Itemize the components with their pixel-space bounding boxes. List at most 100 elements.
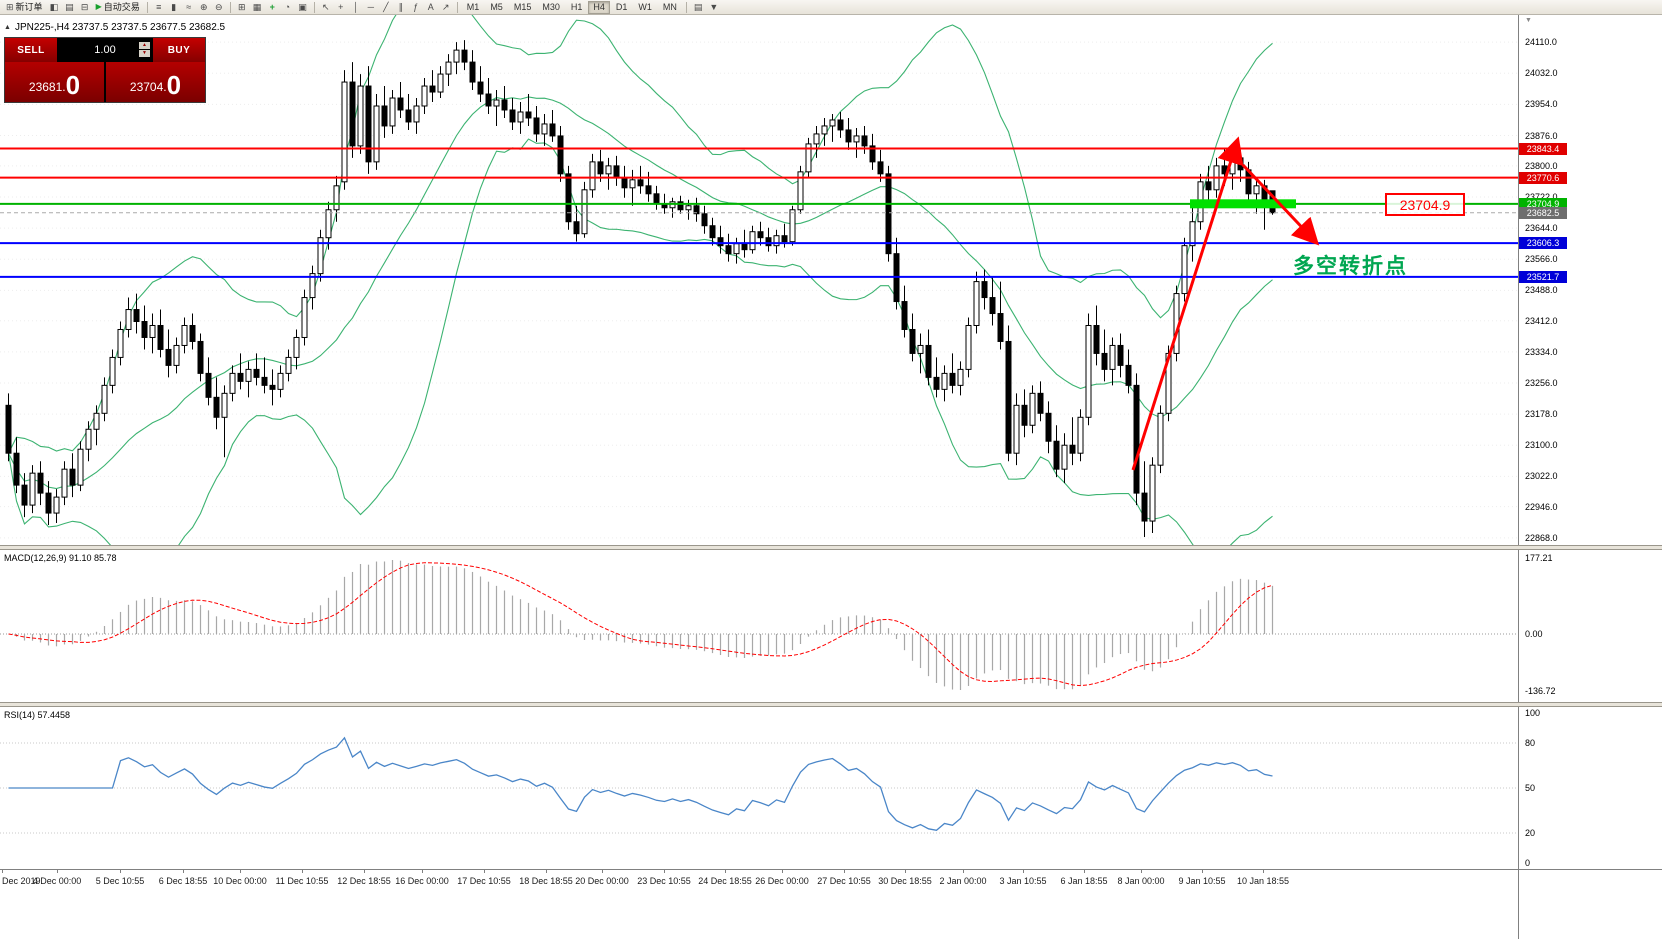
volume-down-button[interactable]: ▼: [139, 50, 150, 57]
timeframe-h4[interactable]: H4: [588, 0, 610, 14]
new-order-label: 新订单: [15, 1, 43, 12]
time-label: 27 Dec 10:55: [817, 876, 871, 886]
volume-up-button[interactable]: ▲: [139, 42, 150, 49]
dropdown-icon[interactable]: ▼: [709, 1, 719, 12]
time-label: 17 Dec 10:55: [457, 876, 511, 886]
time-tick: [57, 870, 58, 873]
time-tick: [2, 870, 3, 873]
timeframe-mn[interactable]: MN: [662, 2, 677, 12]
zoom-in-icon[interactable]: ⊕: [199, 1, 208, 12]
terminal-icon[interactable]: ⊟: [80, 1, 89, 12]
price-axis[interactable]: ▼ 177.21 0.00 -136.72 24110.0 24032.0 2395…: [1518, 15, 1662, 939]
sell-price-big: 0: [65, 70, 81, 100]
auto-trading-button[interactable]: ▶ 自动交易: [93, 1, 143, 14]
rsi-canvas[interactable]: [0, 707, 1518, 869]
macd-panel: MACD(12,26,9) 91.10 85.78: [0, 550, 1662, 702]
time-tick: [602, 870, 603, 873]
sell-button[interactable]: SELL: [5, 38, 57, 62]
text-icon[interactable]: A: [427, 1, 434, 12]
time-tick: [364, 870, 365, 873]
periods-icon[interactable]: ◔: [284, 1, 290, 12]
vertical-line-icon[interactable]: │: [352, 1, 359, 12]
timeframe-h1[interactable]: H1: [570, 2, 583, 12]
price-tag: 23521.7: [1519, 270, 1567, 283]
price-axis-label: 23566.0: [1525, 254, 1558, 265]
macd-label: MACD(12,26,9) 91.10 85.78: [4, 553, 117, 563]
profiles-icon[interactable]: ▤: [65, 1, 74, 12]
crosshair-icon[interactable]: +: [338, 1, 344, 12]
line-chart-icon[interactable]: ≈: [186, 1, 192, 12]
panel-separator[interactable]: [0, 545, 1662, 550]
timeframe-m30[interactable]: M30: [542, 2, 560, 12]
time-label: 26 Dec 00:00: [755, 876, 809, 886]
panel-separator[interactable]: [0, 702, 1662, 707]
cursor-icon[interactable]: ↖: [322, 1, 330, 12]
macd-canvas[interactable]: [0, 550, 1518, 702]
rsi-panel: RSI(14) 57.4458: [0, 707, 1662, 869]
price-annotation-label[interactable]: 23704.9: [1385, 193, 1465, 216]
timeframe-m15[interactable]: M15: [513, 2, 532, 12]
time-label: 3 Jan 10:55: [999, 876, 1047, 886]
auto-arrange-icon[interactable]: ▦: [252, 1, 262, 12]
bar-chart-icon[interactable]: ≡: [156, 1, 162, 12]
price-axis-label: 22946.0: [1525, 501, 1558, 512]
rsi-scale-label: 100: [1525, 708, 1541, 718]
charts-window-icon[interactable]: ◧: [49, 1, 59, 12]
indicators-icon[interactable]: +: [269, 1, 275, 12]
price-tag: 23682.5: [1519, 206, 1567, 219]
timeframe-m5[interactable]: M5: [490, 2, 503, 12]
toolbar-separator: [146, 1, 148, 13]
time-tick: [725, 870, 726, 873]
time-tick: [1141, 870, 1142, 873]
timeframe-m1[interactable]: M1: [466, 2, 480, 12]
time-label: 24 Dec 18:55: [698, 876, 752, 886]
trendline-icon[interactable]: ╱: [383, 1, 389, 12]
buy-price-big: 0: [166, 70, 182, 100]
axis-menu-icon[interactable]: ▼: [1525, 17, 1532, 24]
symbol-header-text: JPN225-,H4 23737.5 23737.5 23677.5 23682…: [14, 22, 226, 33]
buy-price-small: 23704.: [129, 80, 167, 94]
buy-price-display[interactable]: 23704. 0: [106, 62, 205, 102]
one-click-trade-panel: SELL ▲ ▼ BUY 23681.0 23704.0: [4, 37, 206, 103]
price-axis-label: 23412.0: [1525, 315, 1558, 326]
pivot-annotation-text[interactable]: 多空转折点: [1293, 255, 1408, 278]
timeframe-d1[interactable]: D1: [615, 2, 628, 12]
time-tick: [905, 870, 906, 873]
fibonacci-icon[interactable]: ƒ: [413, 1, 419, 12]
price-tag: 23770.6: [1519, 171, 1567, 184]
channel-icon[interactable]: ∥: [398, 1, 404, 12]
horizontal-line-icon[interactable]: ─: [367, 1, 374, 12]
templates-icon[interactable]: ▣: [298, 1, 307, 12]
time-label: 2 Jan 00:00: [939, 876, 987, 886]
price-axis-label: 23256.0: [1525, 377, 1558, 388]
time-tick: [546, 870, 547, 873]
price-axis-label: 23800.0: [1525, 160, 1558, 171]
arrow-icon[interactable]: ↗: [442, 1, 450, 12]
main-chart-canvas[interactable]: [0, 15, 1518, 545]
macd-scale-bottom: -136.72: [1525, 686, 1556, 696]
toolbar: ⊞ 新订单 ◧ ▤ ⊟ ▶ 自动交易 ≡ ▮ ≈ ⊕ ⊖ ⊞ ▦ + ◔ ▣ ↖ + │ ─ ╱ ∥ ƒ A ↗ M1 M5…: [0, 0, 1662, 15]
time-label: 6 Dec 18:55: [158, 876, 208, 886]
rsi-scale-label: 80: [1525, 738, 1536, 748]
sell-price-display[interactable]: 23681. 0: [5, 62, 104, 102]
price-axis-label: 23022.0: [1525, 471, 1558, 482]
time-label: 4 Dec 00:00: [32, 876, 82, 886]
buy-button[interactable]: BUY: [153, 38, 205, 62]
tile-windows-icon[interactable]: ⊞: [237, 1, 246, 12]
time-tick: [844, 870, 845, 873]
time-label: 8 Jan 00:00: [1117, 876, 1165, 886]
candlestick-icon[interactable]: ▮: [171, 1, 177, 12]
time-label: 11 Dec 10:55: [275, 876, 329, 886]
chart-list-icon[interactable]: ▤: [693, 1, 703, 12]
volume-input[interactable]: [75, 43, 135, 57]
time-label: 5 Dec 10:55: [95, 876, 145, 886]
toolbar-separator: [456, 1, 458, 13]
zoom-out-icon[interactable]: ⊖: [214, 1, 223, 12]
time-label: 12 Dec 18:55: [337, 876, 391, 886]
new-order-button[interactable]: ⊞ 新订单: [3, 1, 46, 14]
price-axis-label: 23644.0: [1525, 223, 1558, 234]
time-axis[interactable]: Dec 2019 4 Dec 00:00 5 Dec 10:55 6 Dec 18:5…: [0, 869, 1662, 939]
time-tick: [422, 870, 423, 873]
macd-scale-zero: 0.00: [1525, 629, 1543, 639]
timeframe-w1[interactable]: W1: [638, 2, 652, 12]
